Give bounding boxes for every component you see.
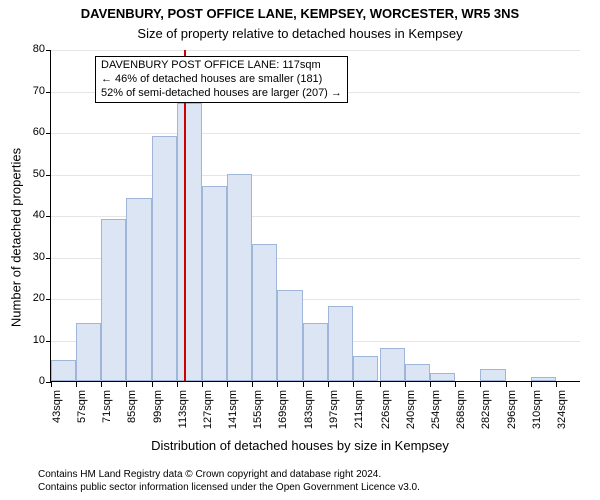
x-tick-label: 211sqm xyxy=(353,390,365,440)
x-tick-mark xyxy=(252,382,253,387)
histogram-bar xyxy=(277,290,302,381)
x-tick-label: 71sqm xyxy=(101,390,113,440)
x-tick-mark xyxy=(227,382,228,387)
x-tick-label: 310sqm xyxy=(531,390,543,440)
annotation-box: DAVENBURY POST OFFICE LANE: 117sqm← 46% … xyxy=(95,56,348,103)
histogram-bar xyxy=(76,323,101,381)
x-tick-label: 197sqm xyxy=(328,390,340,440)
x-tick-label: 268sqm xyxy=(455,390,467,440)
y-tick-mark xyxy=(46,216,51,217)
histogram-bar xyxy=(252,244,277,381)
x-axis-label: Distribution of detached houses by size … xyxy=(0,438,600,453)
x-tick-mark xyxy=(328,382,329,387)
x-tick-mark xyxy=(531,382,532,387)
x-tick-label: 85sqm xyxy=(126,390,138,440)
histogram-bar xyxy=(380,348,405,381)
histogram-bar xyxy=(101,219,126,381)
histogram-bar xyxy=(177,103,202,381)
plot-area: 0102030405060708043sqm57sqm71sqm85sqm99s… xyxy=(50,50,580,382)
histogram-bar xyxy=(202,186,227,381)
y-tick-mark xyxy=(46,175,51,176)
y-tick-label: 30 xyxy=(17,251,45,263)
y-grid-line xyxy=(51,175,580,176)
x-tick-mark xyxy=(380,382,381,387)
x-tick-label: 183sqm xyxy=(303,390,315,440)
y-tick-label: 20 xyxy=(17,292,45,304)
x-tick-label: 141sqm xyxy=(227,390,239,440)
x-tick-label: 296sqm xyxy=(506,390,518,440)
x-tick-mark xyxy=(76,382,77,387)
y-tick-label: 10 xyxy=(17,334,45,346)
x-tick-mark xyxy=(177,382,178,387)
histogram-bar xyxy=(152,136,177,381)
x-tick-label: 99sqm xyxy=(152,390,164,440)
x-tick-label: 169sqm xyxy=(277,390,289,440)
y-tick-label: 50 xyxy=(17,168,45,180)
x-tick-mark xyxy=(430,382,431,387)
y-grid-line xyxy=(51,133,580,134)
x-tick-mark xyxy=(126,382,127,387)
histogram-bar xyxy=(430,373,455,381)
y-tick-label: 70 xyxy=(17,85,45,97)
histogram-bar xyxy=(328,306,353,381)
chart-title-sub: Size of property relative to detached ho… xyxy=(0,26,600,41)
histogram-bar xyxy=(227,174,252,382)
y-tick-label: 80 xyxy=(17,43,45,55)
x-tick-mark xyxy=(506,382,507,387)
y-grid-line xyxy=(51,50,580,51)
x-tick-label: 43sqm xyxy=(51,390,63,440)
histogram-bar xyxy=(51,360,76,381)
y-tick-label: 40 xyxy=(17,209,45,221)
histogram-bar xyxy=(531,377,556,381)
y-tick-mark xyxy=(46,258,51,259)
x-tick-mark xyxy=(405,382,406,387)
y-tick-label: 0 xyxy=(17,375,45,387)
x-tick-mark xyxy=(353,382,354,387)
x-tick-label: 113sqm xyxy=(177,390,189,440)
x-tick-label: 57sqm xyxy=(76,390,88,440)
x-tick-label: 240sqm xyxy=(405,390,417,440)
x-tick-label: 127sqm xyxy=(202,390,214,440)
x-tick-mark xyxy=(303,382,304,387)
annotation-line: ← 46% of detached houses are smaller (18… xyxy=(101,73,342,87)
y-tick-mark xyxy=(46,299,51,300)
histogram-bar xyxy=(126,198,151,381)
chart-title-address: DAVENBURY, POST OFFICE LANE, KEMPSEY, WO… xyxy=(0,6,600,21)
footnote-line2: Contains public sector information licen… xyxy=(38,482,590,495)
x-tick-label: 324sqm xyxy=(556,390,568,440)
histogram-bar xyxy=(303,323,328,381)
y-axis-label: Number of detached properties xyxy=(9,128,24,348)
x-tick-mark xyxy=(480,382,481,387)
x-tick-mark xyxy=(277,382,278,387)
x-tick-mark xyxy=(455,382,456,387)
x-tick-label: 254sqm xyxy=(430,390,442,440)
y-tick-label: 60 xyxy=(17,126,45,138)
x-tick-mark xyxy=(152,382,153,387)
x-tick-mark xyxy=(556,382,557,387)
x-tick-mark xyxy=(51,382,52,387)
annotation-line: 52% of semi-detached houses are larger (… xyxy=(101,87,342,101)
histogram-bar xyxy=(353,356,378,381)
footnote: Contains HM Land Registry data © Crown c… xyxy=(38,469,590,494)
x-tick-label: 282sqm xyxy=(480,390,492,440)
y-tick-mark xyxy=(46,341,51,342)
chart-container: DAVENBURY, POST OFFICE LANE, KEMPSEY, WO… xyxy=(0,0,600,500)
x-tick-mark xyxy=(202,382,203,387)
x-tick-mark xyxy=(101,382,102,387)
footnote-line1: Contains HM Land Registry data © Crown c… xyxy=(38,469,590,482)
x-tick-label: 155sqm xyxy=(252,390,264,440)
histogram-bar xyxy=(405,364,430,381)
y-tick-mark xyxy=(46,92,51,93)
y-tick-mark xyxy=(46,50,51,51)
x-tick-label: 226sqm xyxy=(380,390,392,440)
histogram-bar xyxy=(480,369,505,381)
annotation-line: DAVENBURY POST OFFICE LANE: 117sqm xyxy=(101,59,342,73)
y-tick-mark xyxy=(46,133,51,134)
